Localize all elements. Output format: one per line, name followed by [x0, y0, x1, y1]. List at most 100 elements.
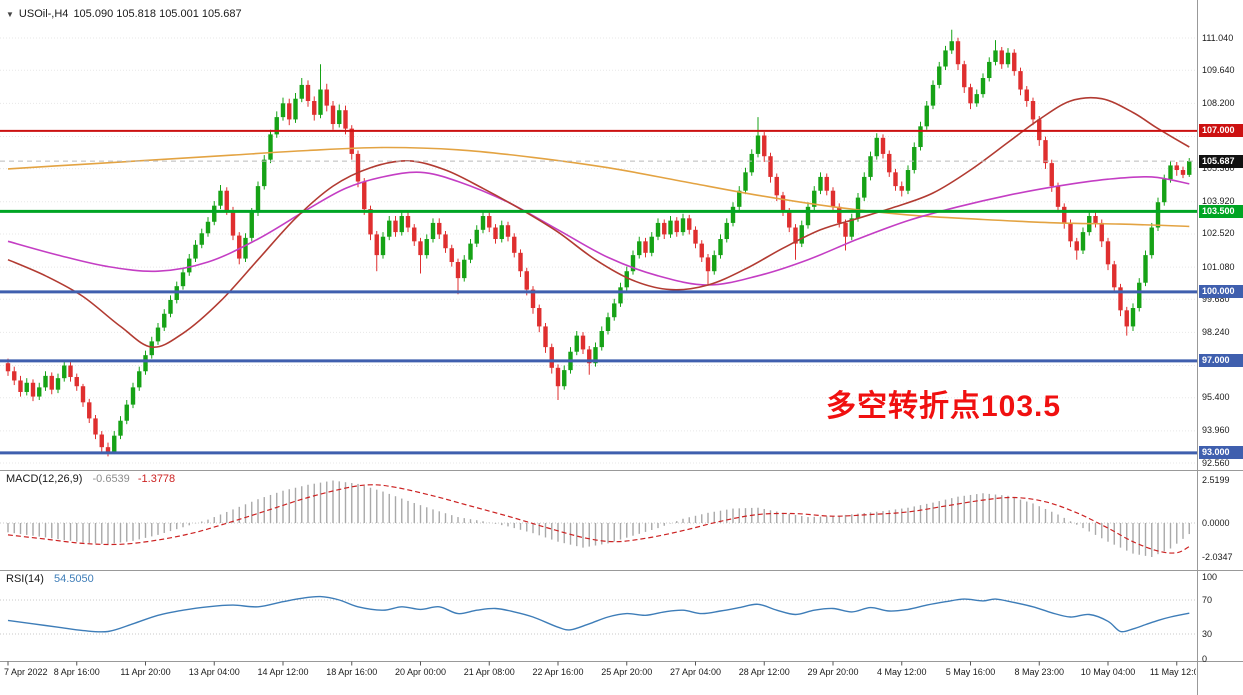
candle-down [1112, 264, 1117, 288]
candle-up [499, 225, 504, 240]
chart-dropdown-arrow-icon[interactable]: ▼ [6, 9, 14, 19]
candle-up [162, 313, 167, 328]
candle-down [962, 64, 967, 88]
candle-down [880, 137, 886, 154]
candle-down [662, 222, 667, 235]
candle-down [5, 363, 11, 372]
price-tick-label: 92.560 [1202, 457, 1230, 468]
time-label: 28 Apr 12:00 [738, 667, 790, 677]
price-tick-label: 98.240 [1202, 326, 1230, 337]
candle-up [905, 170, 911, 191]
candle-down [518, 252, 523, 272]
candle-up [949, 41, 954, 51]
chart-header: ▼ USOil-,H4 105.090 105.818 105.001 105.… [6, 8, 242, 20]
price-level-badge: 97.000 [1199, 354, 1243, 368]
candle-up [649, 236, 654, 253]
candle-up [637, 241, 642, 256]
candle-down [224, 190, 229, 211]
candle-up [599, 331, 604, 348]
candle-down [455, 262, 461, 279]
candle-down [1068, 222, 1073, 242]
macd-indicator-header: MACD(12,26,9) -0.6539 -1.3778 [6, 473, 175, 485]
candle-up [474, 229, 479, 244]
candle-down [705, 257, 711, 272]
candle-up [874, 137, 879, 157]
candle-up [712, 255, 717, 272]
candle-up [262, 159, 267, 187]
candle-up [818, 176, 823, 191]
candle-up [849, 218, 854, 237]
candle-down [287, 103, 292, 120]
candle-down [1012, 52, 1017, 72]
candle-down [524, 271, 529, 290]
price-tick-label: 102.520 [1202, 228, 1235, 239]
rsi-value: 54.5050 [53, 573, 94, 585]
candle-up [868, 156, 873, 177]
macd-tick-label: -2.0347 [1202, 552, 1233, 563]
candle-down [230, 210, 236, 236]
candle-up [1130, 308, 1136, 327]
candle-down [787, 211, 792, 228]
candle-down [1074, 241, 1079, 251]
candle-down [699, 243, 704, 258]
price-tick-label: 95.400 [1202, 392, 1230, 403]
candle-up [130, 387, 136, 405]
candle-up [268, 134, 273, 160]
candle-up [862, 176, 867, 198]
candle-up [249, 212, 254, 238]
time-axis[interactable]: 7 Apr 2022 8 Apr 16:00 11 Apr 20:00 13 Apr … [0, 664, 1196, 692]
candle-down [362, 181, 367, 210]
time-label: 27 Apr 04:00 [669, 667, 722, 677]
candle-up [993, 50, 998, 62]
candle-up [1168, 165, 1173, 180]
candle-up [812, 190, 817, 207]
price-tick-label: 93.960 [1202, 425, 1230, 436]
candle-down [349, 128, 354, 154]
candle-up [55, 378, 61, 390]
candle-down [237, 235, 242, 259]
time-label: 11 Apr 20:00 [120, 667, 171, 677]
time-label: 10 May 04:00 [1080, 667, 1136, 677]
candle-down [305, 84, 311, 102]
candle-up [1149, 227, 1154, 256]
time-label: 11 May 12:00 [1149, 667, 1196, 677]
candle-up [618, 287, 623, 304]
candle-up [1080, 232, 1086, 251]
price-level-badge: 107.000 [1199, 124, 1243, 138]
rsi-tick-label: 30 [1202, 628, 1213, 639]
candle-down [312, 101, 317, 115]
rsi-tick-label: 70 [1202, 594, 1213, 605]
price-axis[interactable]: 111.040 109.640 108.200 105.360 103.920 102.5… [1199, 0, 1243, 695]
candle-down [405, 216, 411, 228]
candle-up [112, 435, 117, 452]
candle-up [974, 94, 979, 104]
candle-down [674, 220, 679, 233]
price-level-badge: 100.000 [1199, 285, 1243, 299]
candle-up [293, 98, 298, 120]
candle-up [118, 420, 123, 436]
candle-down [343, 110, 348, 129]
candle-up [193, 244, 198, 259]
candle-up [943, 50, 948, 67]
candle-up [468, 243, 473, 260]
candle-down [324, 89, 329, 106]
candle-down [87, 402, 92, 419]
price-tick-label: 103.920 [1202, 196, 1235, 207]
candle-up [799, 225, 804, 244]
candle-down [355, 153, 361, 182]
candle-down [830, 190, 836, 207]
candle-up [630, 255, 636, 272]
candle-down [1105, 241, 1111, 265]
candle-down [580, 335, 586, 350]
candle-up [755, 135, 761, 154]
candle-up [280, 103, 286, 118]
candle-down [105, 447, 111, 452]
candle-up [212, 205, 217, 222]
candle-up [924, 105, 929, 127]
candle-down [437, 222, 442, 235]
candle-down [768, 156, 773, 177]
price-tick-label: 105.360 [1202, 163, 1235, 174]
candle-up [218, 190, 223, 206]
candle-down [512, 236, 517, 253]
